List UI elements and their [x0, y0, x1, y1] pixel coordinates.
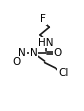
Text: N: N [30, 48, 38, 58]
Text: O: O [13, 57, 21, 67]
Text: O: O [54, 48, 62, 58]
Text: N: N [18, 48, 26, 58]
Text: HN: HN [38, 38, 54, 48]
Text: Cl: Cl [58, 68, 68, 78]
Text: F: F [40, 14, 46, 25]
